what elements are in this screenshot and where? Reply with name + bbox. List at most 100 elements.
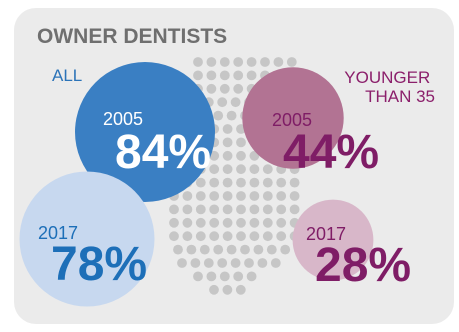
map-dot xyxy=(276,231,287,242)
map-dot xyxy=(253,244,264,255)
map-dot xyxy=(230,97,241,108)
map-dot xyxy=(236,217,246,228)
map-dot xyxy=(276,217,287,228)
legend-younger-line-1: YOUNGER xyxy=(344,68,430,87)
map-dot xyxy=(273,57,284,67)
map-dot xyxy=(209,217,220,228)
map-dot xyxy=(236,164,246,175)
map-dot xyxy=(289,204,300,215)
map-dot xyxy=(222,191,233,201)
map-dot xyxy=(246,57,257,67)
map-dot xyxy=(262,231,273,242)
map-dot xyxy=(257,258,268,268)
map-dot xyxy=(219,271,230,282)
map-dot xyxy=(195,204,206,215)
year-label-younger-2005: 2005 xyxy=(272,110,312,130)
map-dot xyxy=(222,164,233,175)
map-dot xyxy=(276,191,287,201)
value-label-all-2017: 78% xyxy=(51,238,147,291)
map-dot xyxy=(236,231,246,242)
map-dot xyxy=(209,231,220,242)
map-dot xyxy=(219,57,230,67)
map-dot xyxy=(182,217,193,228)
map-dot xyxy=(233,70,244,81)
map-dot xyxy=(199,244,210,255)
map-dot xyxy=(262,204,273,215)
map-dot xyxy=(222,231,233,242)
map-dot xyxy=(289,191,300,201)
map-dot xyxy=(190,258,201,268)
map-dot xyxy=(236,177,246,188)
bubbles-layer xyxy=(19,62,374,307)
map-dot xyxy=(262,191,273,201)
map-dot xyxy=(236,150,246,161)
year-label-all-2017: 2017 xyxy=(38,223,78,243)
legend-younger-line-2: THAN 35 xyxy=(365,87,435,106)
map-dot xyxy=(235,284,246,295)
map-dot xyxy=(280,244,291,255)
map-dot xyxy=(217,258,228,268)
map-dot xyxy=(169,204,179,215)
map-dot xyxy=(182,191,193,201)
map-dot xyxy=(249,217,260,228)
map-dot xyxy=(249,231,260,242)
map-dot xyxy=(222,150,233,161)
map-dot xyxy=(262,164,273,175)
value-label-younger-2005: 44% xyxy=(283,126,379,179)
map-dot xyxy=(209,164,220,175)
map-dot xyxy=(236,204,246,215)
map-dot xyxy=(209,150,220,161)
map-dot xyxy=(209,191,220,201)
map-dot xyxy=(249,191,260,201)
map-dot xyxy=(169,231,179,242)
map-dot xyxy=(244,258,254,268)
map-dot xyxy=(289,177,300,188)
map-dot xyxy=(266,244,277,255)
map-dot xyxy=(222,217,233,228)
map-dot xyxy=(203,258,214,268)
map-dot xyxy=(209,284,219,295)
map-dot xyxy=(186,244,197,255)
map-dot xyxy=(219,83,230,94)
bubble-younger-than-35-2017 xyxy=(292,199,374,281)
map-dot xyxy=(246,271,257,282)
map-dot xyxy=(173,244,183,255)
map-dot xyxy=(206,57,217,67)
value-label-all-2005: 84% xyxy=(115,126,211,179)
map-dot xyxy=(222,177,233,188)
map-dot xyxy=(249,164,260,175)
legend-younger-than-35: YOUNGER THAN 35 xyxy=(344,68,435,106)
bubble-all-2017 xyxy=(19,171,155,307)
map-dot xyxy=(209,204,220,215)
map-dot xyxy=(262,217,273,228)
map-dot xyxy=(177,258,187,268)
map-dot xyxy=(246,70,257,81)
map-dot xyxy=(182,204,193,215)
map-dot xyxy=(193,70,203,81)
map-dot xyxy=(222,204,233,215)
map-dot xyxy=(209,177,220,188)
map-dot xyxy=(222,124,233,134)
map-dot xyxy=(233,271,244,282)
chart-title: OWNER DENTISTS xyxy=(37,25,227,48)
map-dot xyxy=(206,83,217,94)
map-dot xyxy=(222,137,233,148)
map-dot xyxy=(249,204,260,215)
bubble-younger-than-35-2005 xyxy=(242,67,344,169)
map-dot xyxy=(262,177,273,188)
map-dot xyxy=(270,258,281,268)
map-dot xyxy=(276,177,287,188)
map-dot xyxy=(249,177,260,188)
map-dot xyxy=(195,177,206,188)
map-dot xyxy=(182,231,193,242)
map-dot xyxy=(195,217,206,228)
map-dot xyxy=(222,284,233,295)
map-dot xyxy=(217,97,228,108)
map-dot xyxy=(206,70,217,81)
bubble-all-2005 xyxy=(75,62,215,202)
map-dot xyxy=(206,271,217,282)
map-dot xyxy=(226,244,237,255)
map-dot xyxy=(236,191,246,201)
